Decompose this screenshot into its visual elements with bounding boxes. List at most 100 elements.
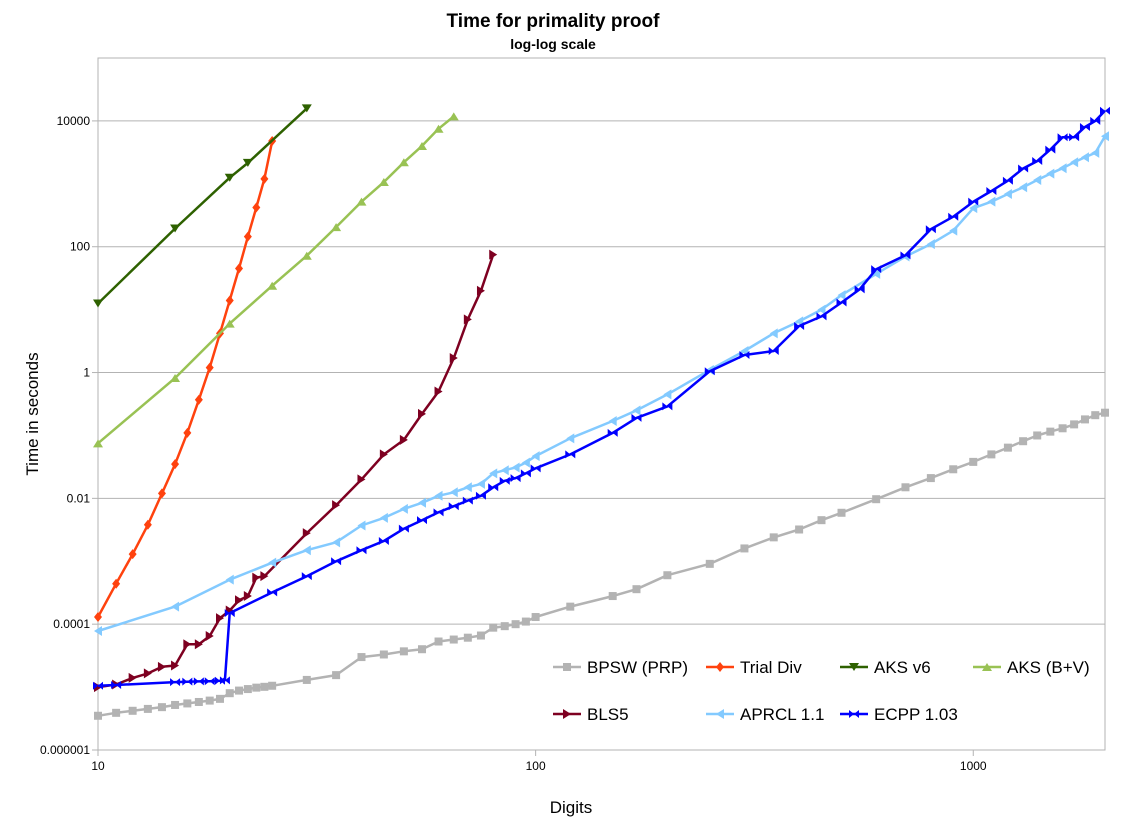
data-point [987, 450, 996, 459]
data-point [510, 474, 521, 483]
data-point [143, 519, 152, 530]
data-point [215, 613, 224, 624]
data-point [1090, 116, 1101, 125]
data-point [901, 483, 910, 492]
data-point [205, 362, 214, 373]
data-point [171, 700, 180, 709]
series-aks-v6 [93, 104, 312, 308]
data-point [1032, 157, 1043, 166]
series-line [97, 135, 1107, 633]
data-point [817, 516, 826, 525]
y-tick-label: 0.01 [67, 491, 91, 505]
data-point [378, 177, 389, 186]
legend-item: BPSW (PRP) [553, 658, 688, 677]
data-point [566, 602, 575, 611]
legend-swatch-marker [849, 710, 859, 718]
data-point [399, 503, 408, 514]
data-point [93, 681, 103, 690]
data-point [1003, 443, 1012, 452]
data-point [1019, 437, 1028, 446]
data-point [837, 290, 846, 301]
data-point [242, 158, 253, 167]
data-point [740, 544, 749, 553]
legend-item: AKS v6 [840, 658, 931, 677]
legend-label: APRCL 1.1 [740, 705, 824, 724]
data-point [94, 625, 102, 636]
data-point [171, 601, 180, 612]
legend-swatch-marker [716, 709, 724, 719]
data-point [475, 491, 486, 500]
data-point [205, 696, 214, 705]
data-point [769, 533, 778, 542]
data-point [170, 224, 181, 233]
data-point [170, 678, 181, 687]
data-point [302, 545, 311, 556]
data-point [1091, 411, 1100, 420]
data-point [1018, 164, 1029, 173]
data-point [949, 465, 958, 474]
data-point [252, 202, 261, 213]
series-line [96, 140, 274, 618]
data-point [949, 225, 958, 236]
data-point [417, 141, 428, 150]
data-point [448, 112, 459, 121]
data-point [356, 546, 367, 555]
x-axis-label: Digits [550, 798, 593, 817]
data-point [94, 612, 102, 623]
series-group [93, 104, 1110, 720]
x-axis-ticks: 10 100 1000 [91, 750, 987, 773]
data-point [969, 203, 978, 214]
data-point [1003, 188, 1012, 199]
data-point [871, 265, 882, 274]
data-point [219, 676, 230, 685]
data-point [987, 196, 996, 207]
data-point [926, 239, 935, 250]
series-aprcl-1-1 [94, 131, 1109, 636]
data-point [398, 158, 409, 167]
data-point [252, 683, 261, 692]
data-point [301, 251, 312, 260]
data-point [399, 434, 408, 445]
data-point [1046, 168, 1055, 179]
data-point [128, 706, 137, 715]
data-point [1091, 147, 1100, 158]
data-point [1057, 133, 1068, 142]
data-point [260, 571, 269, 582]
data-point [986, 186, 997, 195]
data-point [926, 474, 935, 483]
data-point [531, 451, 540, 462]
data-point [448, 502, 459, 511]
data-point [332, 500, 341, 511]
y-tick-label: 10000 [57, 114, 91, 128]
data-point [357, 653, 366, 662]
data-point [205, 630, 214, 641]
data-point [302, 675, 311, 684]
data-point [143, 668, 152, 679]
series-bls5 [94, 249, 498, 693]
data-point [225, 574, 234, 585]
data-point [183, 427, 192, 438]
data-point [301, 572, 312, 581]
data-point [171, 660, 180, 671]
data-point [379, 512, 388, 523]
data-point [418, 645, 427, 654]
data-point [111, 680, 122, 689]
data-point [607, 428, 618, 437]
data-point [511, 620, 520, 629]
legend-label: BPSW (PRP) [587, 658, 688, 677]
data-point [476, 631, 485, 640]
data-point [608, 592, 617, 601]
data-point [193, 677, 204, 686]
data-point [462, 496, 473, 505]
data-point [183, 639, 192, 650]
data-point [900, 251, 911, 260]
data-point [530, 464, 541, 473]
series-ecpp-1-03 [93, 106, 1110, 690]
chart-title: Time for primality proof [447, 11, 661, 32]
chart-subtitle: log-log scale [510, 36, 596, 52]
data-point [1019, 182, 1028, 193]
legend: BPSW (PRP) Trial Div AKS v6 AKS (B+V) BLS5 AP… [553, 658, 1090, 724]
data-point [1002, 176, 1013, 185]
data-point [332, 671, 341, 680]
